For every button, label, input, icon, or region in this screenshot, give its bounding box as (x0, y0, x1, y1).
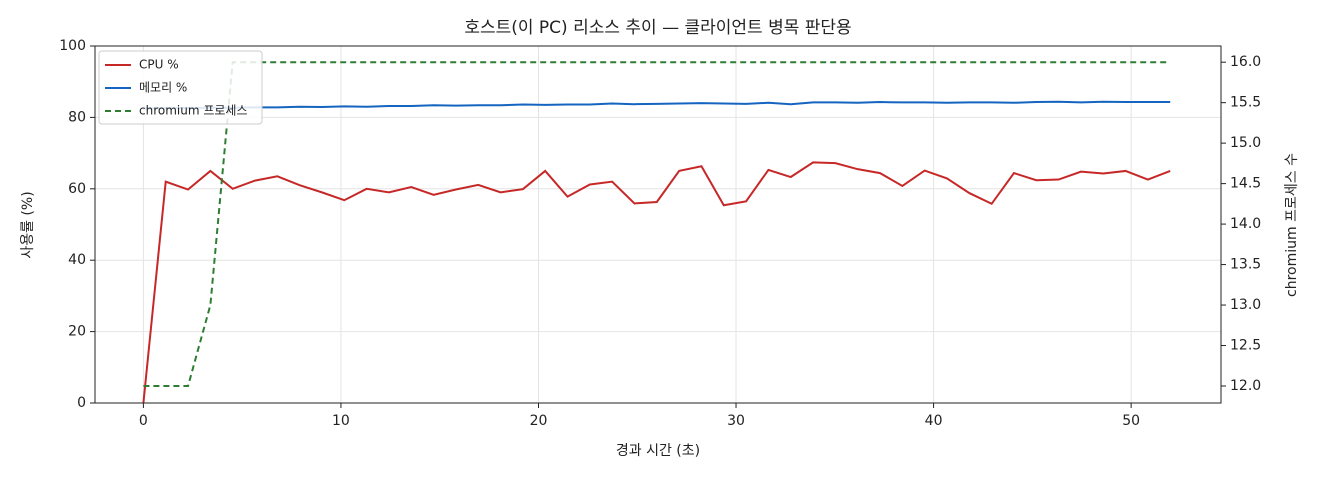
x-tick-label: 0 (139, 413, 148, 429)
y2-tick-label: 15.0 (1230, 135, 1261, 151)
series-line (143, 100, 1171, 110)
y2-tick-label: 12.5 (1230, 338, 1261, 354)
series-line (143, 61, 1171, 387)
y-tick-label: 0 (77, 395, 86, 411)
x-axis-label: 경과 시간 (초) (616, 443, 700, 459)
y2-tick-label: 13.0 (1230, 297, 1261, 313)
y2-tick-label: 14.0 (1230, 216, 1261, 232)
y-tick-label: 60 (68, 181, 86, 197)
legend-label: 메모리 % (139, 81, 187, 95)
y2-tick-label: 12.0 (1230, 378, 1261, 394)
y-tick-label: 80 (68, 109, 86, 125)
x-tick-label: 20 (530, 413, 548, 429)
series-line (142, 161, 1171, 404)
x-tick-label: 30 (727, 413, 745, 429)
legend-label: chromium 프로세스 (139, 104, 248, 118)
legend-box (98, 50, 263, 125)
chart-title: 호스트(이 PC) 리소스 추이 — 클라이언트 병목 판단용 (464, 18, 851, 38)
x-tick-label: 10 (332, 413, 350, 429)
y-tick-label: 40 (68, 252, 86, 268)
plot-frame (94, 45, 1222, 404)
legend-label: CPU % (139, 58, 179, 72)
y2-tick-label: 13.5 (1230, 257, 1261, 273)
y-tick-label: 100 (59, 38, 86, 54)
y2-tick-label: 16.0 (1230, 54, 1261, 70)
y2-axis-label: chromium 프로세스 수 (1284, 153, 1300, 297)
x-tick-label: 40 (925, 413, 943, 429)
y2-tick-label: 14.5 (1230, 176, 1261, 192)
y-tick-label: 20 (68, 324, 86, 340)
y2-tick-label: 15.5 (1230, 95, 1261, 111)
x-tick-label: 50 (1122, 413, 1140, 429)
y-axis-label: 사용률 (%) (20, 191, 36, 258)
